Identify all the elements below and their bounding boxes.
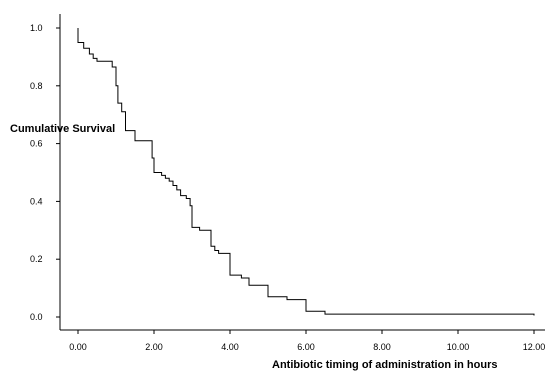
x-tick-label: 8.00 bbox=[373, 342, 391, 352]
y-tick-label: 1.0 bbox=[30, 23, 43, 33]
axes bbox=[59, 14, 545, 331]
x-tick-label: 2.00 bbox=[145, 342, 163, 352]
x-axis-title: Antibiotic timing of administration in h… bbox=[272, 359, 498, 371]
y-axis-title: Cumulative Survival bbox=[10, 123, 115, 135]
y-axis-ticks: 0.0 0.2 0.4 0.6 0.8 1.0 bbox=[30, 23, 60, 322]
x-tick-label: 4.00 bbox=[221, 342, 239, 352]
y-tick-label: 0.2 bbox=[30, 254, 43, 264]
x-tick-label: 6.00 bbox=[297, 342, 315, 352]
y-tick-label: 0.4 bbox=[30, 196, 43, 206]
x-axis-ticks: 0.00 2.00 4.00 6.00 8.00 10.00 12.00 bbox=[69, 330, 545, 352]
y-tick-label: 0.6 bbox=[30, 139, 43, 149]
y-tick-label: 0.0 bbox=[30, 312, 43, 322]
y-tick-label: 0.8 bbox=[30, 81, 43, 91]
x-tick-label: 0.00 bbox=[69, 342, 87, 352]
survival-step-line bbox=[77, 28, 535, 316]
x-tick-label: 12.00 bbox=[523, 342, 545, 352]
x-tick-label: 10.00 bbox=[447, 342, 470, 352]
